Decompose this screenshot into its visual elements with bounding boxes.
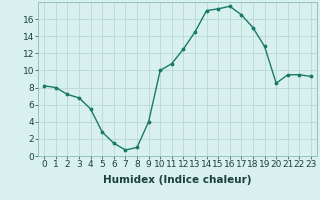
X-axis label: Humidex (Indice chaleur): Humidex (Indice chaleur) (103, 175, 252, 185)
